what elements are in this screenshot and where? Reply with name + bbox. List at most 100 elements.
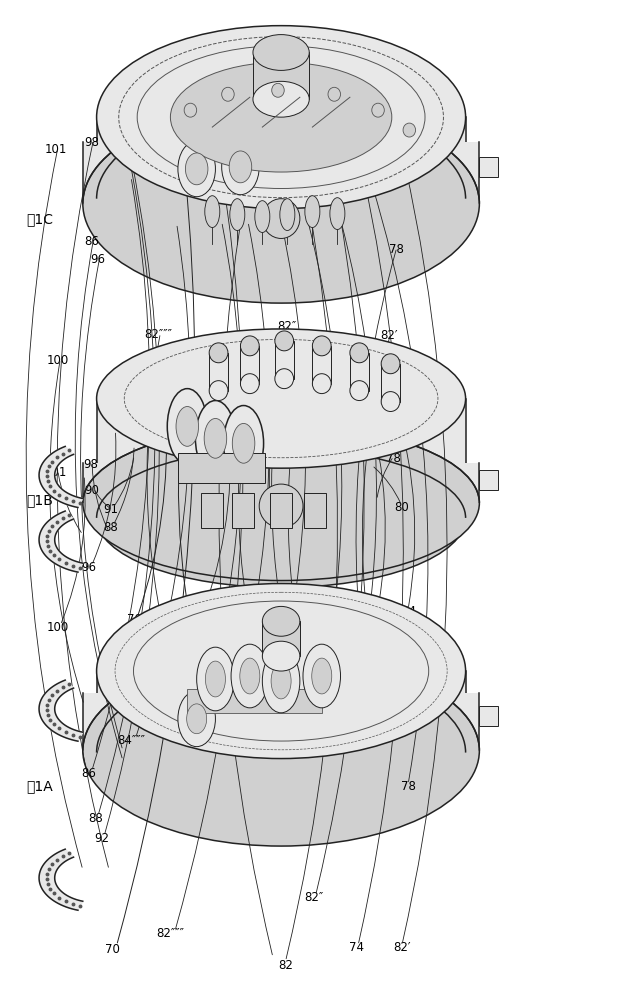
Bar [270, 493, 292, 528]
Text: 90: 90 [219, 717, 234, 730]
Text: 74: 74 [401, 605, 416, 618]
Ellipse shape [403, 123, 416, 137]
Ellipse shape [97, 329, 466, 468]
Polygon shape [83, 463, 480, 503]
Polygon shape [83, 693, 480, 751]
Ellipse shape [303, 644, 341, 708]
Polygon shape [83, 142, 480, 204]
Text: 图1C: 图1C [27, 213, 54, 227]
Text: 84″: 84″ [298, 336, 317, 349]
Polygon shape [97, 671, 466, 753]
Ellipse shape [262, 199, 300, 238]
Polygon shape [178, 453, 266, 483]
Text: 84″: 84″ [262, 46, 281, 59]
Ellipse shape [187, 704, 207, 734]
Bar [201, 493, 223, 528]
Text: 图1A: 图1A [27, 779, 53, 793]
Text: 88: 88 [103, 521, 118, 534]
Ellipse shape [259, 484, 303, 528]
Text: 82: 82 [263, 608, 278, 621]
Polygon shape [39, 446, 83, 507]
Ellipse shape [205, 196, 220, 228]
Ellipse shape [253, 81, 309, 117]
Text: 82: 82 [278, 959, 293, 972]
Text: 74: 74 [349, 941, 363, 954]
Text: 70: 70 [180, 346, 195, 359]
Ellipse shape [240, 336, 259, 356]
Ellipse shape [328, 87, 341, 101]
Ellipse shape [330, 198, 345, 230]
Polygon shape [262, 621, 300, 656]
Ellipse shape [232, 423, 255, 463]
Ellipse shape [97, 448, 466, 588]
Text: 76: 76 [263, 442, 278, 455]
Ellipse shape [97, 665, 466, 840]
Bar [232, 493, 254, 528]
Polygon shape [480, 706, 498, 726]
Bar [304, 493, 326, 528]
Ellipse shape [97, 584, 466, 759]
Text: 101: 101 [45, 466, 67, 479]
Text: 98: 98 [84, 135, 99, 148]
Ellipse shape [262, 649, 300, 713]
Text: 82″″″: 82″″″ [156, 927, 184, 940]
Text: 94: 94 [189, 717, 204, 730]
Polygon shape [187, 689, 322, 713]
Ellipse shape [196, 401, 235, 476]
Text: 图1B: 图1B [27, 493, 54, 507]
Ellipse shape [83, 104, 480, 303]
Polygon shape [312, 346, 331, 384]
Text: 82″″″: 82″″″ [187, 605, 216, 618]
Text: 82: 82 [244, 344, 259, 357]
Ellipse shape [262, 606, 300, 636]
Text: 96: 96 [81, 561, 97, 574]
Ellipse shape [167, 389, 208, 464]
Text: 90: 90 [84, 484, 99, 497]
Ellipse shape [97, 26, 466, 209]
Text: 82″: 82″ [304, 891, 323, 904]
Text: 86: 86 [84, 235, 99, 248]
Ellipse shape [312, 336, 331, 356]
Text: 70: 70 [105, 943, 120, 956]
Ellipse shape [253, 35, 309, 70]
Ellipse shape [280, 199, 295, 231]
Text: 82′: 82′ [380, 329, 398, 342]
Text: 88: 88 [88, 812, 103, 825]
Ellipse shape [83, 425, 480, 581]
Ellipse shape [209, 381, 228, 401]
Text: 82′: 82′ [366, 603, 384, 616]
Ellipse shape [83, 655, 480, 846]
Ellipse shape [178, 691, 215, 747]
Ellipse shape [272, 83, 284, 97]
Ellipse shape [275, 369, 293, 389]
Ellipse shape [262, 641, 300, 671]
Polygon shape [209, 353, 228, 391]
Text: 84″: 84″ [304, 717, 323, 730]
Ellipse shape [271, 663, 291, 699]
Text: 84″″″: 84″″″ [117, 734, 145, 747]
Ellipse shape [229, 151, 252, 183]
Ellipse shape [178, 141, 215, 197]
Ellipse shape [381, 392, 400, 411]
Text: 86: 86 [81, 767, 97, 780]
Ellipse shape [350, 343, 369, 363]
Text: 96: 96 [90, 253, 105, 266]
Text: 98: 98 [83, 458, 98, 471]
Text: 78: 78 [386, 452, 401, 465]
Text: 92: 92 [94, 832, 109, 845]
Ellipse shape [372, 103, 384, 117]
Ellipse shape [184, 103, 197, 117]
Ellipse shape [170, 62, 392, 172]
Text: 82″: 82″ [278, 320, 297, 333]
Polygon shape [39, 680, 83, 741]
Text: 100: 100 [47, 354, 69, 367]
Text: 84″: 84″ [306, 601, 325, 614]
Ellipse shape [204, 418, 227, 458]
Text: 80: 80 [394, 501, 409, 514]
Ellipse shape [97, 107, 466, 290]
Polygon shape [480, 157, 498, 177]
Polygon shape [97, 117, 466, 199]
Polygon shape [97, 399, 466, 518]
Ellipse shape [312, 374, 331, 394]
Ellipse shape [381, 354, 400, 374]
